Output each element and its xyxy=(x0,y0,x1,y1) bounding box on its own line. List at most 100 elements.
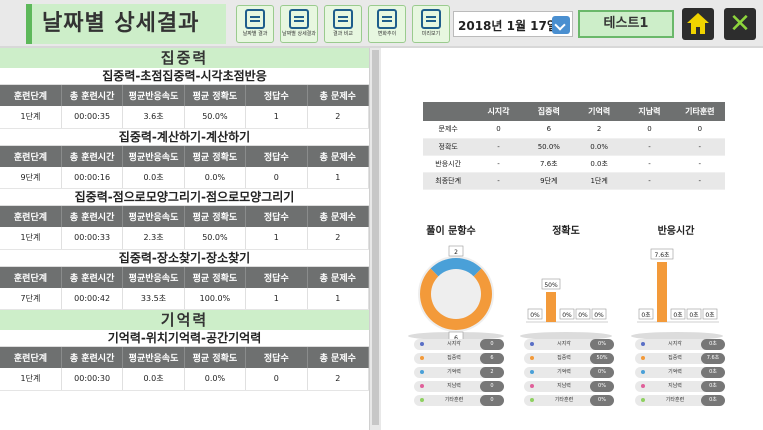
summary-cell: - xyxy=(674,172,725,190)
nav-label: 날짜별 결과 xyxy=(242,31,268,37)
legend-value: 0% xyxy=(590,367,614,378)
legend-item: 집중력 50% xyxy=(524,353,614,364)
table-row: 9단계 00:00:16 0.0초 0.0% 0 1 xyxy=(0,166,369,189)
detail-table: 훈련단계 총 훈련시간 평균반응속도 평균 정확도 정답수 총 문제수 1단계 00:00:3… xyxy=(0,85,369,129)
bar-value-label: 7.6초 xyxy=(654,252,670,259)
bar-value-label-box xyxy=(575,308,591,320)
legend-name: 시지각 xyxy=(447,341,461,347)
bar-value-label-box xyxy=(591,308,607,320)
table-cell: 00:00:30 xyxy=(61,368,124,391)
column-header: 총 문제수 xyxy=(307,347,369,368)
legend-dot xyxy=(420,370,424,374)
summary-cell: 2 xyxy=(573,121,625,139)
close-button[interactable]: ✕ xyxy=(724,8,756,40)
bar-value-label: 0% xyxy=(578,312,588,319)
table-subtitle: 집중력-계산하기-계산하기 xyxy=(0,128,369,146)
summary-row: 반응시간 -7.6초 0.0초 - - xyxy=(423,155,725,173)
table-row: 1단계 00:00:33 2.3초 50.0% 1 2 xyxy=(0,227,369,250)
table-header-row: 훈련단계 총 훈련시간 평균반응속도 평균 정확도 정답수 총 문제수 xyxy=(0,347,369,368)
line-chart-icon xyxy=(377,9,397,29)
legend-name: 시지각 xyxy=(557,341,571,347)
summary-table: 시지각 집중력 기억력 지남력 기타훈련 문제수 0 6 2 0 0 정확도 -50.0% 0.0% - - 반… xyxy=(423,102,725,190)
column-header: 총 훈련시간 xyxy=(61,145,124,167)
home-button[interactable] xyxy=(682,8,714,40)
detail-table: 훈련단계 총 훈련시간 평균반응속도 평균 정확도 정답수 총 문제수 1단계 00:00:3… xyxy=(0,347,369,391)
header-bar: 날짜별 상세결과 날짜별 결과 날짜별 상세결과 결과 비교 변화추이 미리보기… xyxy=(0,0,763,48)
table-cell: 00:00:42 xyxy=(61,287,124,310)
summary-cell: - xyxy=(624,172,675,190)
summary-cell: - xyxy=(674,138,725,156)
bar-value-label-box xyxy=(686,308,702,320)
table-header-row: 훈련단계 총 훈련시간 평균반응속도 평균 정확도 정답수 총 문제수 xyxy=(0,206,369,227)
table-cell: 0 xyxy=(245,368,308,391)
daily-result-button[interactable]: 날짜별 결과 xyxy=(236,5,274,43)
chevron-down-icon[interactable] xyxy=(552,16,570,34)
daily-detail-button[interactable]: 날짜별 상세결과 xyxy=(280,5,318,43)
legend-value: 50% xyxy=(590,353,614,364)
summary-panel: 시지각 집중력 기억력 지남력 기타훈련 문제수 0 6 2 0 0 정확도 -50.0% 0.0% - - 반… xyxy=(381,48,763,430)
column-header: 총 훈련시간 xyxy=(61,85,124,106)
legend-name: 기억력 xyxy=(557,369,571,375)
legend-item: 기타훈련 0 xyxy=(414,395,504,406)
legend-name: 집중력 xyxy=(447,355,461,361)
legend-name: 기타훈련 xyxy=(665,397,685,403)
pie-label: 2 xyxy=(454,249,458,256)
legend-value: 6 xyxy=(480,353,504,364)
column-header: 평균 정확도 xyxy=(184,266,247,288)
date-select[interactable]: 2018년 1월 17일 xyxy=(453,11,573,37)
legend-dot xyxy=(641,356,645,360)
summary-cell: 최종단계 xyxy=(423,172,474,190)
monitor-icon xyxy=(421,9,441,29)
detail-table: 훈련단계 총 훈련시간 평균반응속도 평균 정확도 정답수 총 문제수 1단계 00:00:3… xyxy=(0,206,369,250)
column-header: 훈련단계 xyxy=(0,347,62,368)
legend-value: 0% xyxy=(590,339,614,350)
table-header-row: 훈련단계 총 훈련시간 평균반응속도 평균 정확도 정답수 총 문제수 xyxy=(0,85,369,106)
column-header: 평균반응속도 xyxy=(122,85,185,106)
scrollbar-thumb[interactable] xyxy=(372,50,379,425)
table-cell: 2.3초 xyxy=(122,227,185,250)
trend-button[interactable]: 변화추이 xyxy=(368,5,406,43)
summary-cell: 0 xyxy=(674,121,725,139)
table-cell: 1 xyxy=(307,287,369,310)
summary-cell: 0.0% xyxy=(573,138,625,156)
bar-value-label-box xyxy=(702,308,718,320)
summary-cell: 6 xyxy=(523,121,574,139)
legend-dot xyxy=(530,398,534,402)
legend-item: 지남력 0% xyxy=(524,381,614,392)
page-title-box: 날짜별 상세결과 xyxy=(26,4,226,44)
pie-slice xyxy=(420,268,492,330)
legend-reaction: 시지각 0초 집중력 7.6초 기억력 0초 지남력 0초 기타훈련 0초 xyxy=(635,339,725,409)
bar-value-label: 0% xyxy=(594,312,604,319)
bar-value-label-box xyxy=(527,308,543,320)
chart-title: 풀이 문항수 xyxy=(426,226,476,237)
date-value: 2018년 1월 17일 xyxy=(458,19,558,33)
legend-dot xyxy=(530,356,534,360)
table-row: 1단계 00:00:30 0.0초 0.0% 0 2 xyxy=(0,368,369,391)
table-cell: 9단계 xyxy=(0,166,62,189)
preview-button[interactable]: 미리보기 xyxy=(412,5,450,43)
summary-cell: - xyxy=(473,138,524,156)
summary-cell: 문제수 xyxy=(423,121,474,139)
scrollbar[interactable] xyxy=(369,48,381,430)
summary-row: 정확도 -50.0% 0.0% - - xyxy=(423,138,725,156)
legend-name: 집중력 xyxy=(557,355,571,361)
legend-name: 기타훈련 xyxy=(444,397,464,403)
summary-cell: 0.0초 xyxy=(573,155,625,173)
table-cell: 50.0% xyxy=(184,106,247,129)
bar-value-label: 50% xyxy=(544,282,558,289)
legend-item: 지남력 0 xyxy=(414,381,504,392)
detail-table: 훈련단계 총 훈련시간 평균반응속도 평균 정확도 정답수 총 문제수 9단계 00:00:1… xyxy=(0,145,369,189)
column-header: 평균반응속도 xyxy=(122,145,185,167)
compare-button[interactable]: 결과 비교 xyxy=(324,5,362,43)
column-header: 훈련단계 xyxy=(0,266,62,288)
bar-value-label-box xyxy=(638,308,654,320)
pie-slice xyxy=(430,258,482,277)
table-cell: 7단계 xyxy=(0,287,62,310)
bar xyxy=(546,292,556,322)
table-cell: 1단계 xyxy=(0,106,62,129)
legend-value: 0초 xyxy=(701,367,725,378)
table-subtitle: 기억력-위치기억력-공간기억력 xyxy=(0,330,369,347)
bar-value-label: 0% xyxy=(562,312,572,319)
table-cell: 1단계 xyxy=(0,368,62,391)
column-header: 정답수 xyxy=(245,266,308,288)
